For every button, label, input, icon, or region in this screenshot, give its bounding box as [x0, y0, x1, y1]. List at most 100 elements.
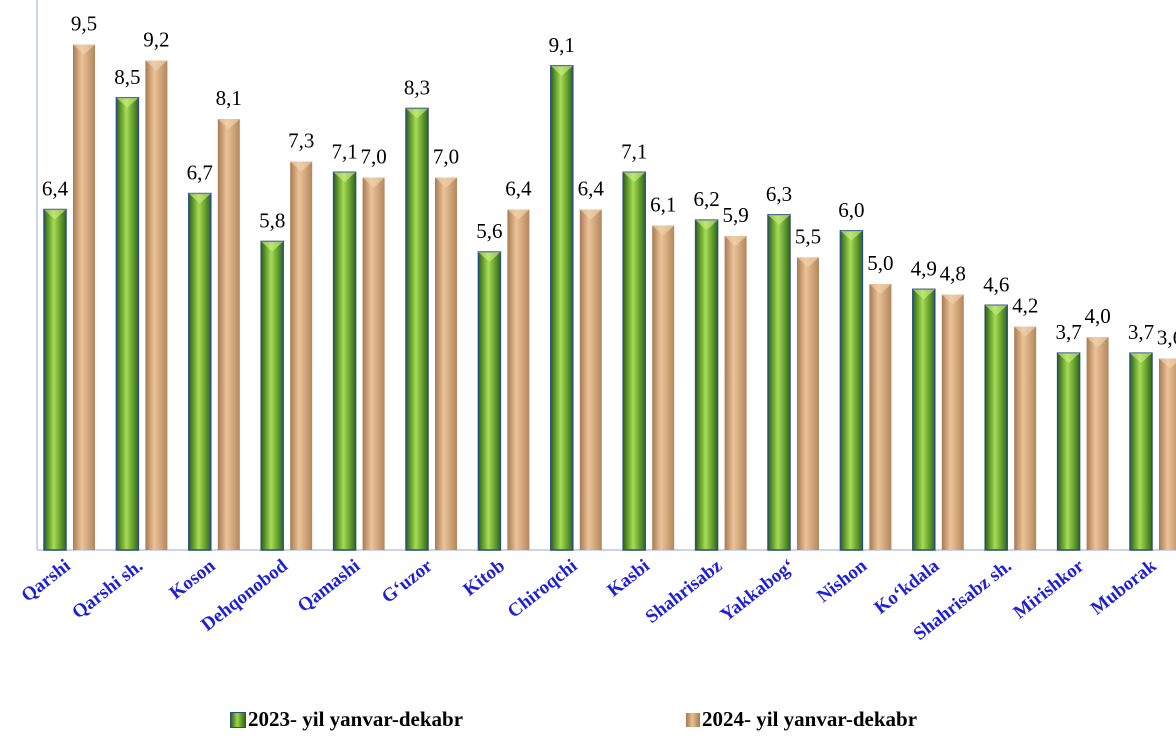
bar-2024-5 [435, 177, 457, 550]
data-label-2024-1: 9,2 [143, 28, 169, 52]
data-label-2023-7: 9,1 [549, 33, 575, 57]
bar-cap-2024-2 [217, 119, 240, 130]
data-label-2023-10: 6,3 [766, 182, 792, 206]
bar-2023-15 [1129, 352, 1153, 551]
bar-cap-2023-13 [985, 305, 1008, 316]
bar-cap-2024-8 [652, 225, 675, 236]
category-label-6: Kitob [459, 555, 509, 600]
category-label-2: Koson [166, 555, 220, 604]
bar-2023-1 [115, 97, 140, 551]
legend-swatch-2024 [686, 712, 700, 727]
bar-2023-3 [260, 240, 284, 551]
data-label-2024-15: 3,6 [1157, 325, 1176, 349]
data-label-2024-12: 4,8 [940, 262, 966, 286]
data-label-2024-6: 6,4 [505, 177, 532, 201]
bar-2024-12 [941, 294, 964, 550]
bar-2023-13 [984, 304, 1008, 551]
bar-cap-2024-0 [73, 44, 95, 55]
data-label-2023-4: 7,1 [331, 139, 357, 163]
bar-2023-4 [332, 171, 357, 551]
bar-cap-2023-0 [44, 209, 66, 220]
bar-2024-14 [1086, 337, 1109, 550]
bar-cap-2023-8 [623, 172, 646, 183]
legend-item-2023: 2023- yil yanvar-dekabr [230, 707, 463, 732]
data-label-2024-10: 5,5 [795, 224, 821, 248]
data-label-2024-3: 7,3 [288, 129, 314, 153]
bar-cap-2024-6 [507, 209, 530, 220]
bar-2023-11 [839, 230, 864, 551]
bar-2024-0 [73, 44, 95, 550]
category-label-10: Yakkabog‘ [717, 555, 799, 626]
bar-cap-2024-5 [435, 177, 457, 188]
bar-cap-2024-9 [724, 236, 747, 247]
data-label-2024-11: 5,0 [867, 251, 893, 275]
bar-cap-2023-7 [550, 65, 573, 76]
bar-cap-2024-1 [145, 60, 168, 71]
data-label-2024-7: 6,4 [578, 177, 605, 201]
data-label-2023-2: 6,7 [187, 161, 213, 185]
category-label-11: Nishon [813, 555, 871, 607]
bar-cap-2023-1 [116, 97, 139, 108]
legend-swatch-2023 [230, 711, 246, 728]
data-label-2024-4: 7,0 [360, 145, 386, 169]
bar-2024-13 [1014, 326, 1037, 550]
bar-cap-2023-6 [478, 252, 501, 263]
data-label-2024-5: 7,0 [433, 145, 459, 169]
bar-2023-8 [622, 171, 646, 551]
data-label-2024-14: 4,0 [1084, 304, 1110, 328]
data-label-2023-11: 6,0 [838, 198, 864, 222]
bar-cap-2023-9 [695, 220, 718, 231]
category-label-0: Qarshi [18, 555, 75, 606]
bar-2023-12 [912, 288, 936, 551]
data-label-2024-2: 8,1 [216, 86, 242, 110]
category-label-8: Kasbi [603, 555, 653, 601]
bar-2023-10 [767, 214, 791, 551]
bar-2024-1 [145, 60, 168, 551]
data-label-2024-0: 9,5 [71, 12, 97, 36]
legend: 2023- yil yanvar-dekabr 2024- yil yanvar… [230, 707, 1030, 737]
data-label-2023-8: 7,1 [621, 139, 647, 163]
bar-cap-2023-10 [768, 214, 790, 225]
data-label-2024-8: 6,1 [650, 192, 676, 216]
data-label-2023-1: 8,5 [114, 65, 140, 89]
bar-cap-2024-14 [1086, 337, 1109, 348]
bar-cap-2024-10 [797, 257, 819, 268]
legend-label-2023: 2023- yil yanvar-dekabr [248, 707, 464, 731]
data-label-2024-9: 5,9 [722, 203, 748, 227]
data-label-2023-9: 6,2 [693, 187, 719, 211]
bar-cap-2024-3 [290, 161, 313, 172]
bar-2024-2 [217, 119, 240, 550]
bar-cap-2024-13 [1014, 326, 1037, 337]
bar-cap-2023-14 [1057, 353, 1080, 364]
data-label-2023-0: 6,4 [42, 177, 69, 201]
bar-cap-2024-4 [362, 177, 385, 188]
category-label-9: Shahrisabz [642, 555, 727, 628]
bar-2023-5 [405, 107, 429, 551]
data-label-2023-12: 4,9 [911, 256, 937, 280]
data-label-2024-13: 4,2 [1012, 294, 1038, 318]
category-label-5: G‘uzor [378, 555, 437, 608]
bar-2024-9 [724, 236, 747, 550]
bar-2023-14 [1056, 352, 1081, 551]
data-label-2023-6: 5,6 [476, 219, 502, 243]
bar-2023-7 [550, 65, 574, 551]
bar-2023-6 [477, 251, 502, 551]
legend-item-2024: 2024- yil yanvar-dekabr [686, 707, 917, 732]
bar-chart: 6,49,58,59,26,78,15,87,3 7,1 7,08,37,05,66… [18, 0, 1176, 645]
bar-2023-9 [694, 219, 719, 551]
bar-cap-2024-11 [869, 284, 892, 294]
data-label-2023-13: 4,6 [983, 272, 1009, 296]
data-label-2023-5: 8,3 [404, 75, 430, 99]
data-label-2023-15: 3,7 [1128, 320, 1154, 344]
category-label-15: Muborak [1087, 555, 1161, 619]
bar-2024-3 [290, 161, 313, 550]
category-label-14: Mirishkor [1010, 555, 1089, 623]
bar-2023-0 [43, 208, 67, 551]
bar-cap-2024-15 [1159, 358, 1176, 369]
bar-cap-2023-11 [840, 230, 863, 241]
bar-cap-2023-2 [188, 193, 211, 204]
bar-cap-2023-3 [261, 241, 284, 252]
bar-cap-2023-12 [912, 289, 935, 300]
bar-2024-6 [507, 209, 530, 550]
